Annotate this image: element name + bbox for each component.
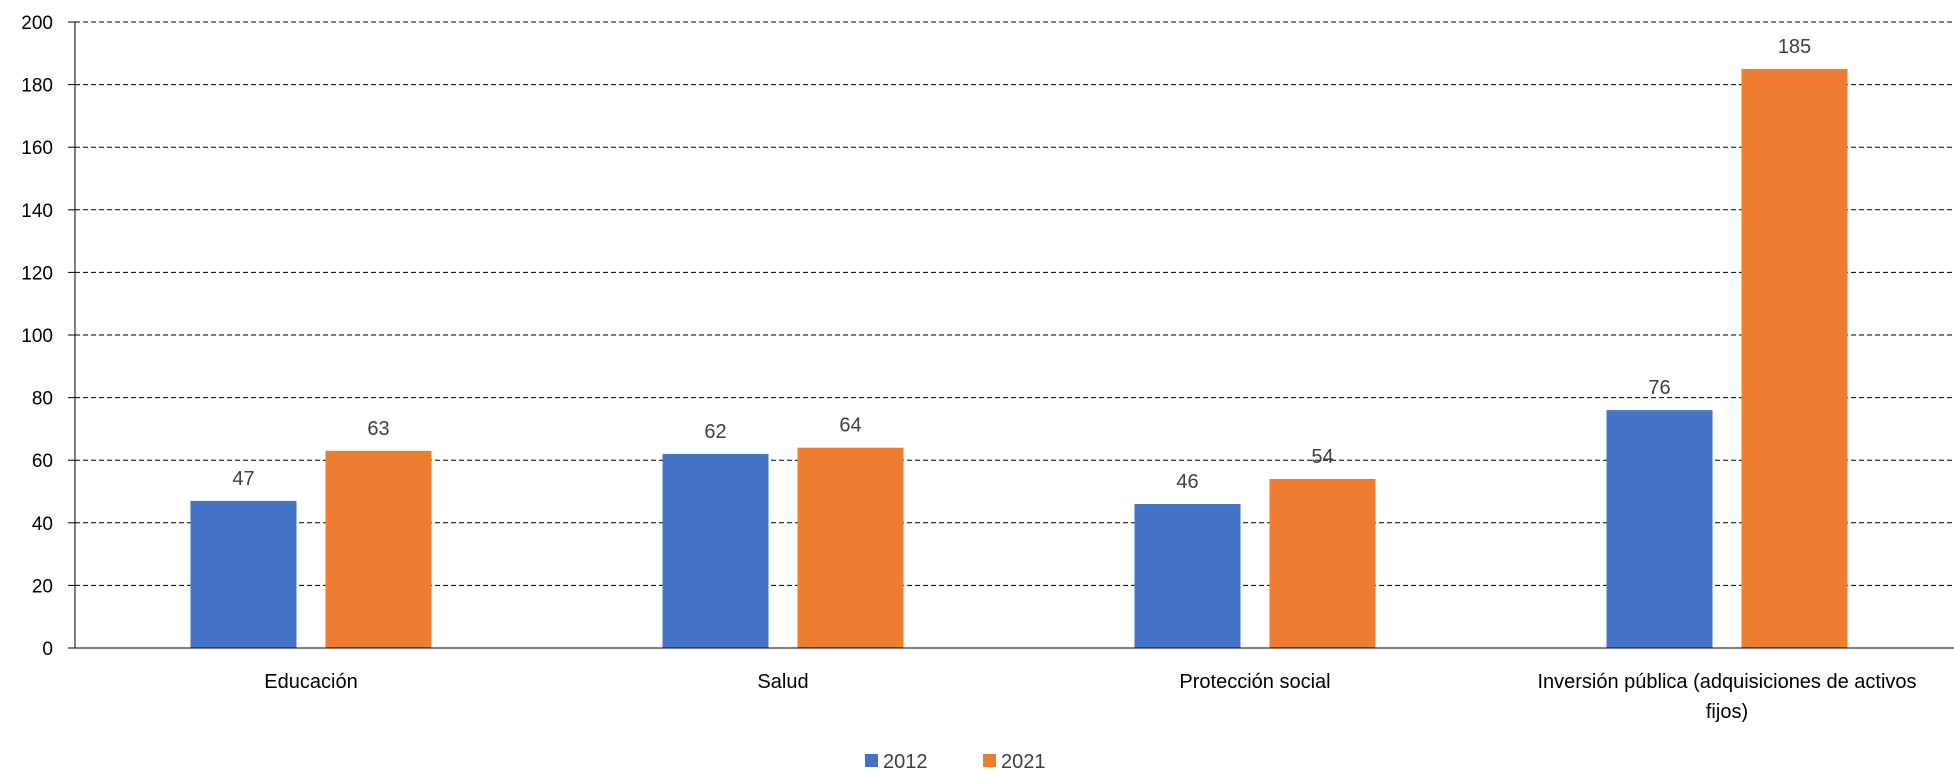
gridlines (75, 21, 1954, 586)
y-tick-label: 100 (21, 326, 53, 347)
bar-2021-0 (325, 450, 432, 648)
data-label: 46 (1176, 471, 1198, 493)
y-tick-label: 60 (32, 451, 53, 472)
bar-2012-0 (190, 500, 297, 648)
legend-swatch-2012 (865, 754, 878, 767)
y-tick-label: 120 (21, 263, 53, 284)
data-label: 185 (1778, 36, 1811, 58)
y-tick-label: 180 (21, 76, 53, 97)
legend-label-2021: 2021 (1001, 751, 1046, 771)
y-tick-label: 160 (21, 138, 53, 159)
bar-2021-1 (797, 447, 904, 648)
bar-2012-3 (1606, 410, 1713, 648)
bar-2012-1 (662, 453, 769, 648)
y-tick-label: 80 (32, 389, 53, 410)
y-tick-label: 140 (21, 201, 53, 222)
category-labels: Educación Salud Protección social Inversión… (264, 671, 1916, 723)
bar-2012-2 (1134, 504, 1241, 648)
data-label: 54 (1311, 446, 1333, 468)
bar-2021-2 (1269, 478, 1376, 648)
axes (68, 22, 1954, 649)
category-label: Educación (264, 671, 357, 693)
data-label: 76 (1648, 377, 1670, 399)
data-label: 47 (232, 468, 254, 490)
data-label: 62 (704, 421, 726, 443)
bars (190, 68, 1848, 648)
y-axis-ticks: 0 20 40 60 80 100 120 140 160 180 200 (21, 13, 75, 660)
y-tick-label: 40 (32, 514, 53, 535)
category-label: fijos) (1706, 701, 1748, 723)
y-tick-label: 200 (21, 13, 53, 34)
y-tick-label: 20 (32, 576, 53, 597)
category-label: Protección social (1179, 671, 1330, 693)
data-labels: 47 63 62 64 46 54 76 185 (232, 36, 1811, 493)
data-label: 64 (839, 415, 861, 437)
category-label: Inversión pública (adquisiciones de acti… (1537, 671, 1916, 693)
category-label: Salud (757, 671, 808, 693)
legend-swatch-2021 (983, 754, 996, 767)
legend-label-2012: 2012 (883, 751, 928, 771)
data-label: 63 (367, 418, 389, 440)
legend: 2012 2021 (865, 751, 1046, 771)
bar-2021-3 (1741, 68, 1848, 648)
y-tick-label: 0 (42, 639, 53, 660)
